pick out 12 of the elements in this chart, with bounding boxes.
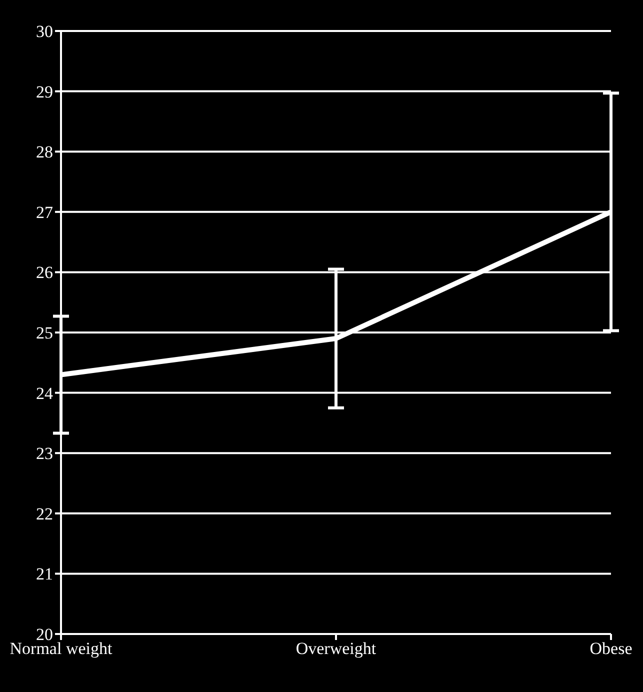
y-tick-label: 22 xyxy=(36,504,53,524)
y-tick-label: 24 xyxy=(36,384,54,403)
y-tick-label: 30 xyxy=(36,22,53,42)
x-tick-label: Overweight xyxy=(296,639,376,658)
x-tick-label: Obese xyxy=(590,639,632,658)
y-tick-label: 21 xyxy=(36,564,53,584)
y-tick-label: 29 xyxy=(36,82,53,102)
y-tick-label: 26 xyxy=(36,263,53,282)
y-tick-label: 25 xyxy=(36,324,53,343)
y-tick-label: 28 xyxy=(36,142,53,162)
y-tick-label: 23 xyxy=(36,444,53,464)
y-tick-label: 27 xyxy=(36,202,54,222)
